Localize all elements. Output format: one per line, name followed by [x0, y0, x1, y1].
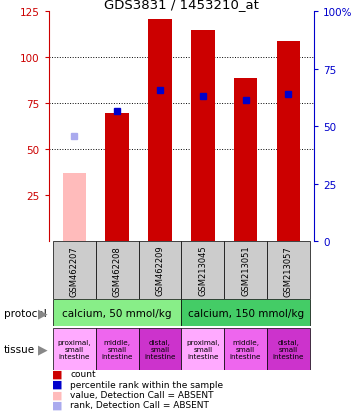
Text: middle,
small
intestine: middle, small intestine: [101, 339, 133, 359]
Bar: [53, 242, 96, 299]
Text: GSM462207: GSM462207: [70, 245, 79, 296]
Bar: [277, 42, 300, 242]
Bar: [96, 328, 139, 370]
Text: percentile rank within the sample: percentile rank within the sample: [70, 380, 223, 389]
Text: ■: ■: [52, 379, 63, 389]
Bar: [267, 328, 310, 370]
Text: value, Detection Call = ABSENT: value, Detection Call = ABSENT: [70, 390, 214, 399]
Bar: [139, 328, 182, 370]
Text: ■: ■: [52, 389, 63, 399]
Bar: [224, 242, 267, 299]
Bar: [234, 78, 257, 242]
Text: distal,
small
intestine: distal, small intestine: [144, 339, 176, 359]
Text: ▶: ▶: [38, 306, 47, 319]
Text: GSM462209: GSM462209: [156, 245, 165, 296]
Text: GSM462208: GSM462208: [113, 245, 122, 296]
Text: calcium, 50 mmol/kg: calcium, 50 mmol/kg: [62, 308, 172, 318]
Bar: [53, 328, 96, 370]
Text: ■: ■: [52, 400, 63, 410]
Bar: [182, 328, 224, 370]
Text: middle,
small
intestine: middle, small intestine: [230, 339, 261, 359]
Bar: [148, 20, 172, 242]
Bar: [182, 299, 310, 326]
Text: ▶: ▶: [38, 342, 47, 356]
Text: calcium, 150 mmol/kg: calcium, 150 mmol/kg: [187, 308, 304, 318]
Text: distal,
small
intestine: distal, small intestine: [273, 339, 304, 359]
Text: tissue: tissue: [4, 344, 35, 354]
Text: proximal,
small
intestine: proximal, small intestine: [186, 339, 219, 359]
Bar: [96, 242, 139, 299]
Title: GDS3831 / 1453210_at: GDS3831 / 1453210_at: [104, 0, 259, 11]
Text: count: count: [70, 369, 96, 378]
Bar: [224, 328, 267, 370]
Bar: [191, 31, 214, 242]
Text: GSM213057: GSM213057: [284, 245, 293, 296]
Bar: [139, 242, 182, 299]
Text: rank, Detection Call = ABSENT: rank, Detection Call = ABSENT: [70, 400, 209, 409]
Bar: [182, 242, 224, 299]
Text: GSM213045: GSM213045: [198, 245, 207, 296]
Text: proximal,
small
intestine: proximal, small intestine: [58, 339, 91, 359]
Text: protocol: protocol: [4, 308, 46, 318]
Bar: [53, 299, 182, 326]
Bar: [267, 242, 310, 299]
Bar: [63, 174, 86, 242]
Text: ■: ■: [52, 369, 63, 379]
Bar: [105, 113, 129, 242]
Text: GSM213051: GSM213051: [241, 245, 250, 296]
